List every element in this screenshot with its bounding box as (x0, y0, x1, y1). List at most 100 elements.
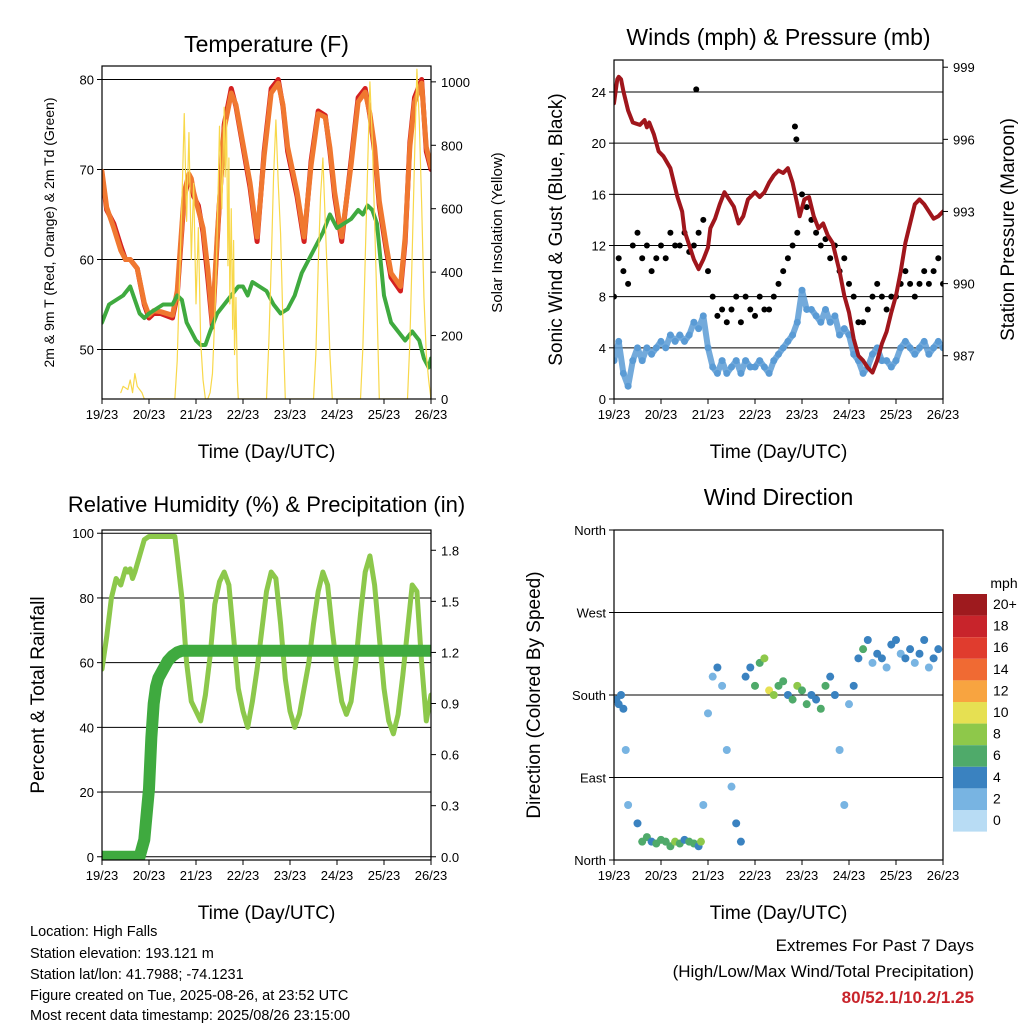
wind-direction-point (915, 649, 924, 658)
gust-point (921, 268, 928, 275)
temperature-title: Temperature (F) (184, 31, 349, 57)
gust-point (625, 280, 632, 287)
2m-td-line (102, 203, 431, 370)
wind-direction-point (849, 681, 858, 690)
gust-point (615, 255, 622, 262)
gust-point (784, 255, 791, 262)
station-elevation: Station elevation: 193.121 m (30, 946, 214, 962)
y-right-tick-label: 0.9 (441, 697, 459, 712)
wind-direction-point (708, 672, 717, 681)
y-right-tick-label: 987 (953, 349, 975, 364)
legend-label: 0 (993, 812, 1001, 828)
legend-label: 2 (993, 790, 1001, 806)
humidity-ylabel: Percent & Total Rainfall (28, 596, 49, 793)
gust-point (634, 229, 641, 236)
y-tick-label: 60 (80, 253, 94, 268)
station-location: Location: High Falls (30, 924, 158, 940)
wind-direction-point (760, 654, 769, 663)
y-tick-label: 12 (592, 238, 606, 253)
x-tick-label: 19/23 (598, 407, 631, 422)
gust-point (850, 293, 857, 300)
y-right-tick-label: 996 (953, 132, 975, 147)
x-tick-label: 20/23 (645, 868, 678, 883)
x-tick-label: 21/23 (692, 868, 725, 883)
gust-point (780, 268, 787, 275)
plot-frame (101, 65, 432, 400)
legend-label: 4 (993, 769, 1001, 785)
x-tick-label: 20/23 (645, 407, 678, 422)
plot-frame (613, 529, 944, 861)
y-right-tick-label: 993 (953, 204, 975, 219)
legend-swatch (953, 680, 987, 702)
wind_direction-xlabel: Time (Day/UTC) (710, 903, 848, 924)
legend-swatch (953, 745, 987, 767)
legend-label: 10 (993, 704, 1009, 720)
y-right-tick-label: 0.3 (441, 799, 459, 814)
y-right-tick-label: 999 (953, 60, 975, 75)
legend-swatch (953, 702, 987, 724)
wind-direction-point (854, 654, 863, 663)
solar-insolation-line (120, 68, 431, 399)
wind-direction-point (910, 658, 919, 667)
x-tick-label: 23/23 (274, 868, 307, 883)
x-tick-label: 21/23 (180, 868, 213, 883)
legend-label: 8 (993, 726, 1001, 742)
x-tick-label: 23/23 (786, 868, 819, 883)
x-tick-label: 22/23 (227, 407, 260, 422)
gust-point (705, 268, 711, 275)
gust-point (911, 293, 918, 300)
x-tick-label: 26/23 (927, 868, 960, 883)
sonic-wind-line (614, 287, 943, 390)
wind-direction-point (906, 645, 915, 654)
legend-swatch (953, 637, 987, 659)
gust-point (789, 242, 796, 249)
x-tick-label: 20/23 (133, 868, 166, 883)
gust-point (629, 242, 636, 249)
gust-point (791, 123, 798, 130)
gust-point (709, 293, 716, 300)
wind-direction-point (821, 681, 830, 690)
wind-direction-point (840, 801, 849, 809)
x-tick-label: 22/23 (739, 868, 772, 883)
gust-point (793, 136, 800, 143)
wind-direction-point (769, 691, 778, 699)
gust-point (761, 306, 768, 313)
humidity-plot-area (102, 533, 431, 860)
gust-point (714, 312, 721, 319)
winds-xlabel: Time (Day/UTC) (710, 442, 848, 463)
legend-label: 12 (993, 682, 1009, 698)
x-tick-label: 21/23 (692, 407, 725, 422)
y-right-tick-label: 0.6 (441, 748, 459, 763)
gust-point (841, 255, 848, 262)
gust-point (902, 268, 909, 275)
gust-point (916, 280, 923, 287)
gust-point (676, 242, 683, 249)
wind-direction-point (830, 691, 839, 699)
y-tick-label: 16 (592, 187, 606, 202)
y-tick-label: North (574, 853, 606, 868)
wind-direction-point (920, 636, 929, 644)
wind-direction-point (699, 801, 708, 809)
humidity-title: Relative Humidity (%) & Precipitation (i… (68, 492, 465, 517)
wind-direction-point (826, 672, 835, 681)
wind-direction-point (741, 672, 750, 681)
y-right-tick-label: 1.5 (441, 594, 459, 609)
legend-label: 18 (993, 618, 1009, 634)
winds-plot-area (614, 74, 943, 390)
winds-ylabel-right: Station Pressure (Maroon) (998, 118, 1019, 341)
x-tick-label: 25/23 (368, 407, 401, 422)
legend-label: 14 (993, 661, 1009, 677)
x-tick-label: 19/23 (598, 868, 631, 883)
wind-direction-point (812, 695, 821, 704)
humidity-panel: 0 20 40 60 80 100 0.0 0.3 0.6 0.9 1.2 1.5 1.8 19/23 20… (28, 492, 465, 924)
wind-direction-point (751, 681, 759, 690)
y-tick-label: 4 (599, 341, 606, 356)
gust-point (766, 306, 773, 313)
gust-point (719, 306, 726, 313)
y-right-tick-label: 200 (441, 329, 463, 344)
wind-direction-point (845, 700, 853, 709)
x-tick-label: 20/23 (133, 407, 166, 422)
gust-point (775, 280, 782, 287)
x-tick-label: 23/23 (786, 407, 819, 422)
wind-direction-point (802, 700, 811, 709)
